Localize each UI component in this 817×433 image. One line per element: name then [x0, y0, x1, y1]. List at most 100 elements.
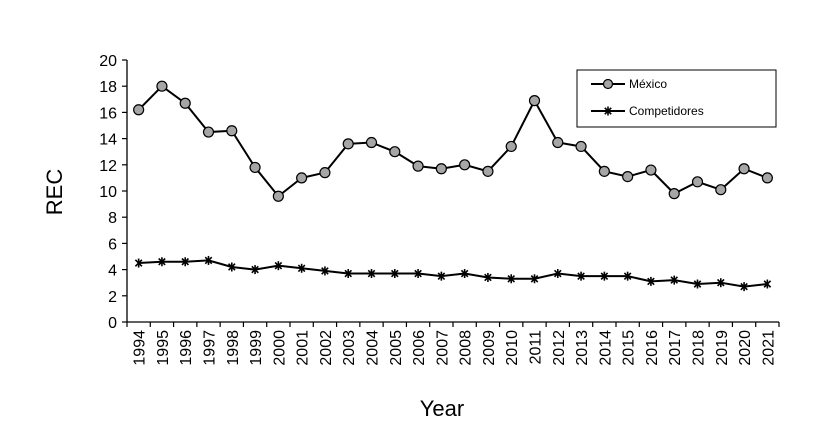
x-tick-label: 2002 — [318, 330, 335, 366]
data-point-competidores — [553, 269, 562, 279]
data-point-mexico — [226, 125, 238, 137]
x-tick-label: 1999 — [248, 330, 265, 366]
x-tick-label: 1998 — [225, 330, 242, 366]
legend-item-mexico: México — [591, 77, 667, 91]
x-tick-label: 2000 — [271, 330, 288, 366]
data-point-mexico — [668, 188, 680, 200]
x-tick-label: 2017 — [667, 330, 684, 366]
data-point-competidores — [297, 263, 306, 273]
data-point-competidores — [274, 261, 283, 271]
y-tick-label: 10 — [99, 184, 117, 201]
data-point-competidores — [623, 271, 632, 281]
x-tick-label: 2005 — [388, 330, 405, 366]
data-point-competidores — [507, 274, 516, 284]
y-tick-label: 6 — [108, 236, 117, 253]
series-line-competidores — [138, 259, 768, 288]
data-point-competidores — [367, 269, 376, 279]
x-tick-label: 1995 — [155, 330, 172, 366]
x-tick-label: 2004 — [365, 330, 382, 366]
data-point-mexico — [738, 163, 750, 175]
data-point-competidores — [390, 269, 399, 279]
y-tick-label: 2 — [108, 289, 117, 306]
x-tick-label: 2020 — [737, 330, 754, 366]
x-tick-label: 1997 — [202, 330, 219, 366]
series-competidores — [134, 255, 772, 292]
legend-item-competidores: Competidores — [591, 104, 704, 118]
data-point-competidores — [460, 269, 469, 279]
legend: México Competidores — [576, 69, 777, 128]
data-point-mexico — [482, 165, 494, 177]
data-point-competidores — [530, 274, 539, 284]
x-tick-label: 2018 — [691, 330, 708, 366]
data-point-competidores — [227, 262, 236, 272]
legend-label-competidores: Competidores — [629, 104, 704, 118]
x-tick-label: 2008 — [458, 330, 475, 366]
data-point-mexico — [761, 172, 773, 184]
data-point-mexico — [528, 95, 541, 107]
legend-marker-mexico — [602, 78, 614, 90]
y-axis-title: REC — [42, 169, 67, 216]
x-tick-label: 2010 — [504, 330, 521, 366]
y-tick-label: 0 — [108, 315, 117, 332]
data-point-competidores — [134, 258, 143, 268]
x-tick-label: 2013 — [574, 330, 591, 366]
data-point-mexico — [133, 104, 145, 116]
x-tick-label: 2006 — [411, 330, 428, 366]
data-point-competidores — [204, 255, 213, 265]
y-tick-label: 12 — [99, 158, 117, 175]
legend-label-mexico: México — [629, 77, 667, 91]
x-tick-label: 2012 — [551, 330, 568, 366]
series-line-mexico — [137, 84, 768, 198]
data-point-competidores — [577, 271, 585, 281]
data-point-competidores — [437, 271, 446, 281]
data-point-competidores — [670, 275, 679, 285]
x-tick-label: 2009 — [481, 330, 498, 366]
data-point-mexico — [412, 160, 424, 172]
x-tick-label: 2011 — [528, 330, 545, 365]
data-point-mexico — [645, 164, 657, 176]
y-axis: 0 2 4 6 8 10 12 14 16 18 20 — [99, 53, 128, 332]
data-point-mexico — [179, 97, 191, 109]
data-point-competidores — [740, 282, 748, 292]
y-tick-label: 20 — [99, 53, 117, 70]
y-tick-label: 18 — [99, 79, 117, 96]
data-point-mexico — [365, 136, 378, 149]
y-tick-label: 8 — [108, 210, 117, 227]
x-tick-label: 2016 — [644, 330, 661, 366]
x-tick-label: 2015 — [621, 330, 638, 366]
data-point-competidores — [484, 272, 492, 282]
data-point-competidores — [693, 279, 702, 289]
data-point-mexico — [691, 176, 704, 188]
data-point-mexico — [622, 170, 634, 183]
x-tick-label: 2001 — [295, 330, 312, 366]
series-mexico — [133, 80, 773, 202]
x-tick-label: 1994 — [132, 330, 149, 366]
y-tick-label: 14 — [99, 132, 117, 149]
data-point-competidores — [647, 276, 655, 286]
data-point-mexico — [342, 138, 354, 150]
data-point-competidores — [763, 279, 772, 289]
x-axis: 1994 1995 1996 1997 1998 1999 2000 2001 2002 2003… — [126, 321, 780, 366]
x-tick-label: 2003 — [341, 330, 358, 366]
x-tick-label: 2007 — [434, 330, 451, 366]
y-tick-label: 4 — [108, 263, 117, 280]
data-point-mexico — [575, 140, 587, 153]
data-point-competidores — [716, 278, 725, 288]
x-tick-label: 2021 — [760, 330, 777, 366]
data-point-competidores — [600, 271, 609, 281]
data-point-mexico — [505, 140, 517, 153]
legend-marker-competidores — [604, 106, 612, 116]
x-axis-title: Year — [420, 396, 464, 421]
x-tick-label: 2014 — [597, 330, 614, 366]
x-tick-label: 2019 — [714, 330, 731, 366]
data-point-mexico — [552, 136, 564, 149]
data-point-mexico — [389, 146, 401, 158]
y-tick-label: 16 — [99, 105, 117, 122]
data-point-competidores — [158, 257, 166, 267]
data-point-mexico — [296, 172, 308, 184]
series-layer — [133, 80, 773, 292]
data-point-competidores — [344, 269, 353, 279]
data-point-mexico — [459, 159, 471, 171]
data-point-mexico — [435, 163, 447, 175]
